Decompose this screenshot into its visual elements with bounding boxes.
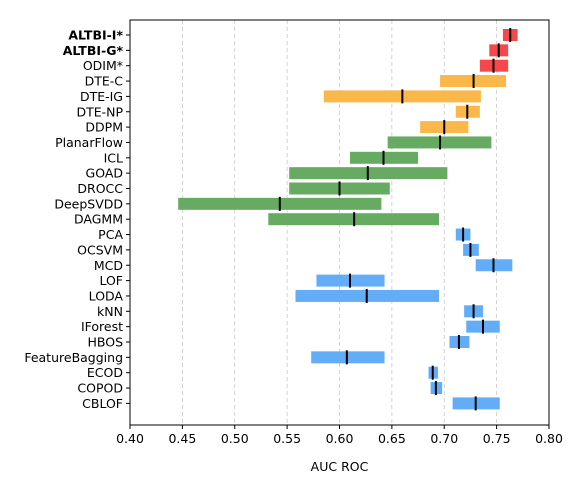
y-tick-label: PlanarFlow [55, 135, 123, 150]
y-tick-label: ICL [104, 150, 123, 165]
x-tick-label: 0.55 [273, 431, 301, 446]
x-tick-label: 0.50 [221, 431, 249, 446]
y-tick-label: MCD [94, 258, 123, 273]
x-tick-label: 0.75 [483, 431, 511, 446]
y-tick-label: DeepSVDD [54, 196, 123, 211]
x-axis-ticks: 0.40 0.45 0.50 0.55 0.60 0.65 0.70 0.75 0.80 [116, 425, 563, 446]
y-axis-ticks: ALTBI-I*ALTBI-G*ODIM*DTE-CDTE-IGDTE-NPDD… [24, 28, 130, 411]
y-tick-label: DROCC [77, 181, 123, 196]
y-tick-label: COPOD [77, 381, 123, 396]
y-tick-label: LODA [89, 288, 124, 303]
y-tick-label: DAGMM [74, 212, 123, 227]
y-tick-label: OCSVM [77, 242, 123, 257]
y-tick-label: GOAD [86, 166, 123, 181]
y-tick-label: ALTBI-I* [68, 28, 123, 43]
x-tick-label: 0.65 [378, 431, 406, 446]
y-tick-label: ALTBI-G* [63, 43, 124, 58]
x-tick-label: 0.70 [430, 431, 458, 446]
y-tick-label: ECOD [87, 365, 123, 380]
median-markers [278, 28, 512, 411]
range-bars [178, 29, 518, 410]
y-tick-label: DTE-NP [76, 104, 123, 119]
y-tick-label: DTE-C [85, 74, 124, 89]
x-tick-label: 0.40 [116, 431, 144, 446]
y-tick-label: FeatureBagging [24, 350, 123, 365]
y-tick-label: DDPM [85, 120, 123, 135]
x-tick-label: 0.60 [326, 431, 354, 446]
y-tick-label: kNN [97, 304, 123, 319]
y-tick-label: HBOS [87, 335, 123, 350]
range-bar [311, 351, 385, 364]
x-tick-label: 0.80 [535, 431, 563, 446]
y-tick-label: DTE-IG [80, 89, 123, 104]
x-tick-label: 0.45 [168, 431, 196, 446]
x-axis-label: AUC ROC [311, 459, 369, 474]
y-tick-label: ODIM* [83, 58, 123, 73]
y-tick-label: IForest [81, 319, 123, 334]
y-tick-label: CBLOF [82, 396, 123, 411]
y-tick-label: LOF [99, 273, 123, 288]
y-tick-label: PCA [98, 227, 123, 242]
